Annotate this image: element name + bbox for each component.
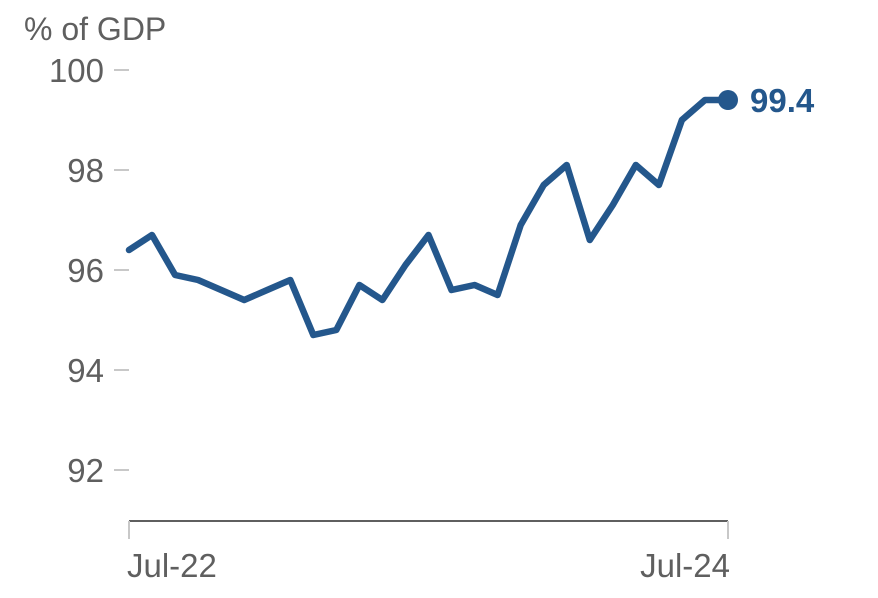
x-tick-label: Jul-22 <box>127 547 217 584</box>
x-tick-label: Jul-24 <box>640 547 730 584</box>
x-axis: Jul-22 Jul-24 <box>127 520 730 584</box>
end-point-marker <box>718 90 738 110</box>
y-axis: 100 98 96 94 92 <box>49 52 129 489</box>
end-value-label: 99.4 <box>750 82 815 119</box>
y-tick-label: 96 <box>67 252 104 289</box>
y-tick-label: 100 <box>49 52 104 89</box>
series-layer <box>125 96 732 339</box>
end-point-layer: 99.4 <box>718 82 815 119</box>
y-tick-label: 98 <box>67 152 104 189</box>
y-tick-label: 92 <box>67 452 104 489</box>
y-axis-title: % of GDP <box>24 11 166 47</box>
series-line <box>125 96 732 339</box>
y-tick-label: 94 <box>67 352 104 389</box>
